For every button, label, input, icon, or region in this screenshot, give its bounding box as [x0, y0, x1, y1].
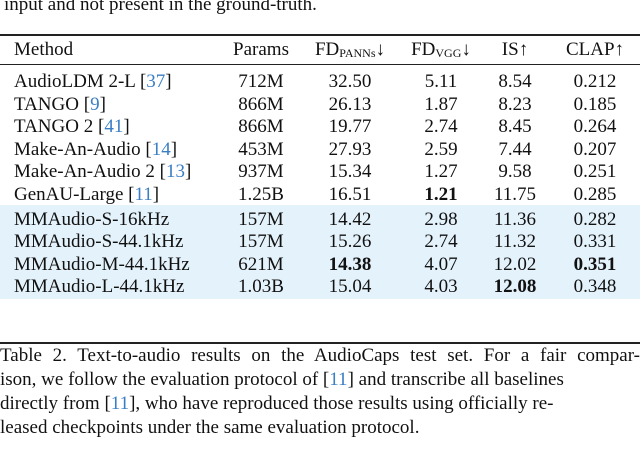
cell-fd-panns: 16.51 [328, 184, 372, 205]
cell-params: 157M [238, 208, 284, 230]
table-header-rule [0, 64, 640, 65]
citation-link[interactable]: 11 [134, 184, 153, 205]
method-name: Make-An-Audio 2 [13] [14, 161, 192, 183]
cell-fd-vgg: 1.87 [424, 93, 458, 115]
cell-clap: 0.348 [573, 276, 617, 298]
method-name: MMAudio-S-16kHz [14, 208, 170, 230]
cell-clap: 0.212 [573, 71, 617, 92]
table-row: Make-An-Audio 2 [13] 937M 15.34 1.27 9.58 0.2… [0, 161, 640, 184]
cell-fd-panns: 14.42 [328, 208, 372, 230]
citation-link[interactable]: 11 [329, 369, 348, 390]
cell-is: 12.08 [493, 276, 537, 298]
cell-fd-panns: 15.04 [328, 276, 372, 298]
cell-fd-vgg: 2.59 [424, 138, 458, 160]
cell-params: 866M [238, 116, 284, 138]
header-is: IS↑ [501, 39, 529, 60]
cell-is: 9.58 [498, 161, 532, 183]
cell-params: 453M [238, 138, 284, 160]
cell-is: 8.45 [498, 116, 532, 138]
cell-fd-vgg: 2.98 [424, 208, 458, 230]
cell-fd-vgg: 1.27 [424, 161, 458, 183]
cell-fd-vgg: 4.03 [424, 276, 458, 298]
cell-params: 866M [238, 93, 284, 115]
cell-clap: 0.331 [573, 231, 617, 253]
citation-link[interactable]: 13 [165, 161, 185, 183]
cell-clap: 0.207 [573, 138, 617, 160]
cell-is: 8.54 [498, 71, 532, 92]
citation-link[interactable]: 9 [90, 93, 100, 115]
cell-fd-panns: 19.77 [328, 116, 372, 138]
cell-params: 157M [238, 231, 284, 253]
method-name: MMAudio-S-44.1kHz [14, 231, 184, 253]
cell-clap: 0.251 [573, 161, 617, 183]
cell-params: 937M [238, 161, 284, 183]
cell-is: 12.02 [493, 253, 537, 275]
cell-fd-panns: 32.50 [328, 71, 372, 92]
table-row: AudioLDM 2-L [37] 712M 32.50 5.11 8.54 0.212 [0, 71, 640, 94]
citation-link[interactable]: 37 [146, 71, 166, 92]
cell-fd-vgg: 2.74 [424, 231, 458, 253]
table-row: MMAudio-M-44.1kHz 621M 14.38 4.07 12.02 0.351 [0, 253, 640, 277]
table-row: TANGO 2 [41] 866M 19.77 2.74 8.45 0.264 [0, 116, 640, 139]
header-fd-panns: FDPANNs↓ [314, 39, 386, 60]
cell-params: 1.25B [238, 184, 284, 205]
method-name: Make-An-Audio [14] [14, 138, 178, 160]
cell-is: 11.32 [493, 231, 537, 253]
method-name: MMAudio-M-44.1kHz [14, 253, 190, 275]
cell-fd-vgg: 4.07 [424, 253, 458, 275]
cell-fd-vgg: 1.21 [424, 184, 458, 205]
table-row: MMAudio-L-44.1kHz 1.03B 15.04 4.03 12.08 0.34… [0, 276, 640, 299]
cell-fd-vgg: 5.11 [424, 71, 458, 92]
header-fd-vgg: FDVGG↓ [411, 39, 471, 60]
citation-link[interactable]: 11 [110, 393, 130, 414]
table-row: MMAudio-S-16kHz 157M 14.42 2.98 11.36 0.282 [0, 204, 640, 232]
table-row: MMAudio-S-44.1kHz 157M 15.26 2.74 11.32 0.331 [0, 231, 640, 254]
header-method: Method [14, 39, 74, 60]
table-top-rule [0, 34, 640, 36]
cell-params: 621M [238, 253, 284, 275]
table-row: GenAU-Large [11] 1.25B 16.51 1.21 11.75 0.285 [0, 184, 640, 207]
method-name: AudioLDM 2-L [37] [14, 71, 172, 92]
cell-fd-panns: 27.93 [328, 138, 372, 160]
table-row: Make-An-Audio [14] 453M 27.93 2.59 7.44 0.207 [0, 139, 640, 162]
cell-is: 11.75 [493, 184, 537, 205]
cell-clap: 0.264 [573, 116, 617, 138]
header-clap: CLAP↑ [565, 39, 625, 60]
method-name: MMAudio-L-44.1kHz [14, 276, 185, 298]
citation-link[interactable]: 41 [104, 116, 124, 138]
cell-is: 11.36 [493, 208, 537, 230]
method-name: GenAU-Large [11] [14, 184, 160, 205]
cell-params: 1.03B [238, 276, 284, 298]
table-header-row: Method Params FDPANNs↓ FDVGG↓ IS↑ CLAP↑ [0, 37, 640, 63]
table-caption: Table 2. Text-to-audio results on the Au… [0, 345, 640, 438]
table-row: TANGO [9] 866M 26.13 1.87 8.23 0.185 [0, 94, 640, 117]
table-bottom-rule [0, 342, 640, 344]
cell-clap: 0.282 [573, 208, 617, 230]
cell-fd-panns: 15.26 [328, 231, 372, 253]
cell-clap: 0.185 [573, 93, 617, 115]
cell-fd-vgg: 2.74 [424, 116, 458, 138]
method-name: TANGO [9] [14, 93, 106, 115]
cell-fd-panns: 15.34 [328, 161, 372, 183]
cell-clap: 0.285 [573, 184, 617, 205]
intro-text: input and not present in the ground-trut… [4, 0, 317, 15]
method-name: TANGO 2 [41] [14, 116, 130, 138]
cell-fd-panns: 26.13 [328, 93, 372, 115]
cell-is: 8.23 [498, 93, 532, 115]
cell-fd-panns: 14.38 [328, 253, 372, 275]
citation-link[interactable]: 14 [151, 138, 171, 160]
cell-clap: 0.351 [573, 253, 617, 275]
header-params: Params [233, 39, 289, 60]
cell-is: 7.44 [498, 138, 532, 160]
cell-params: 712M [238, 71, 284, 92]
